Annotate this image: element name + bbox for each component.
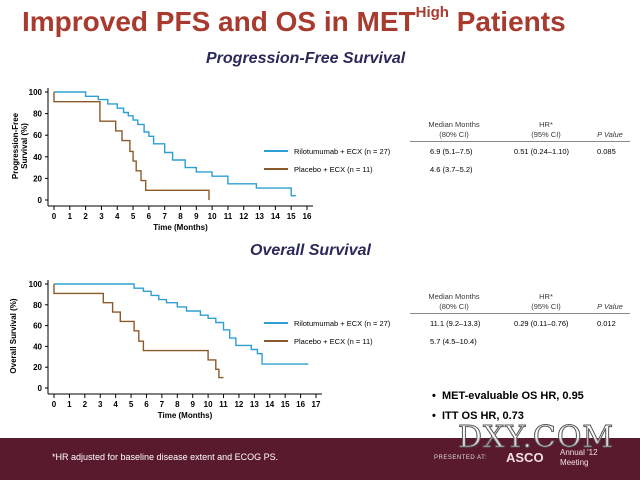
pfs-col-hr-header: HR* (95% CI) xyxy=(531,120,561,139)
pfs-x-tick-label: 11 xyxy=(224,212,233,221)
pfs-x-tick-label: 9 xyxy=(194,212,199,221)
os-rilotumumab-hr: 0.29 (0.11–0.76) xyxy=(514,319,569,328)
watermark: DXY.COM xyxy=(457,420,615,456)
pfs-placebo-median: 4.6 (3.7–5.2) xyxy=(430,165,473,174)
pfs-section-title: Progression-Free Survival xyxy=(206,50,406,67)
os-rilotumumab-median: 11.1 (9.2–13.3) xyxy=(430,319,481,328)
pfs-legend-swatches xyxy=(264,150,288,170)
meeting-logo: Annual '12 Meeting xyxy=(560,448,598,467)
os-x-tick-label: 8 xyxy=(175,400,180,409)
os-y-tick-label: 20 xyxy=(33,363,42,372)
title-superscript: High xyxy=(415,4,449,21)
pfs-x-tick-label: 5 xyxy=(131,212,136,221)
os-x-tick-label: 15 xyxy=(281,400,290,409)
pfs-x-tick-label: 10 xyxy=(208,212,217,221)
footer-bar: *HR adjusted for baseline disease extent… xyxy=(0,438,640,480)
pfs-series-placebo-line xyxy=(53,92,210,200)
os-x-tick-label: 13 xyxy=(250,400,259,409)
pfs-x-axis-label: Time (Months) xyxy=(153,223,208,232)
pfs-table: Median Months (80% CI) HR* (95% CI) P Valu… xyxy=(262,116,632,196)
os-legend-swatches xyxy=(264,322,288,342)
os-col-p-header: P Value xyxy=(597,302,623,311)
os-x-tick-label: 4 xyxy=(113,400,118,409)
os-x-tick-label: 7 xyxy=(160,400,165,409)
pfs-y-tick-label: 0 xyxy=(38,196,43,205)
pfs-y-axis-label: Progression-FreeSurvival (%) xyxy=(11,112,29,179)
pfs-y-tick-label: 60 xyxy=(33,131,42,140)
os-x-tick-label: 2 xyxy=(83,400,88,409)
pfs-rilotumumab-hr: 0.51 (0.24–1.10) xyxy=(514,147,570,156)
os-y-tick-label: 60 xyxy=(33,322,42,331)
os-x-tick-label: 11 xyxy=(219,400,228,409)
bullet-item: • MET-evaluable OS HR, 0.95 xyxy=(432,390,584,402)
os-x-axis-label: Time (Months) xyxy=(158,411,213,420)
os-x-tick-label: 3 xyxy=(98,400,103,409)
pfs-table-rule xyxy=(410,141,630,142)
os-table: Median Months (80% CI) HR* (95% CI) P Valu… xyxy=(262,288,632,368)
pfs-y-tick-label: 20 xyxy=(33,174,42,183)
os-x-tick-label: 6 xyxy=(144,400,149,409)
slide-title: Improved PFS and OS in METHigh Patients xyxy=(22,4,566,38)
pfs-legend-rilotumumab: Rilotumumab + ECX (n = 27) xyxy=(294,147,391,156)
os-y-tick-label: 100 xyxy=(29,280,43,289)
pfs-rilotumumab-p: 0.085 xyxy=(597,147,616,156)
pfs-x-tick-label: 8 xyxy=(178,212,183,221)
pfs-x-tick-label: 1 xyxy=(68,212,73,221)
pfs-x-tick-label: 16 xyxy=(303,212,312,221)
presented-at-label: PRESENTED AT: xyxy=(434,455,487,461)
pfs-x-tick-label: 6 xyxy=(147,212,152,221)
os-y-axis-label: Overall Survival (%) xyxy=(9,298,18,373)
os-col-median-header: Median Months (80% CI) xyxy=(428,292,480,311)
os-x-tick-label: 0 xyxy=(52,400,57,409)
pfs-x-tick-label: 12 xyxy=(239,212,248,221)
os-x-tick-label: 17 xyxy=(312,400,321,409)
pfs-legend-placebo: Placebo + ECX (n = 11) xyxy=(294,165,373,174)
pfs-rilotumumab-median: 6.9 (5.1–7.5) xyxy=(430,147,473,156)
bullet-list: • MET-evaluable OS HR, 0.95 • ITT OS HR,… xyxy=(432,390,584,430)
os-x-tick-label: 9 xyxy=(190,400,195,409)
os-legend-rilotumumab: Rilotumumab + ECX (n = 27) xyxy=(294,319,391,328)
title-main: Improved PFS and OS in MET xyxy=(22,6,416,37)
os-y-tick-label: 40 xyxy=(33,342,42,351)
os-x-tick-label: 1 xyxy=(67,400,72,409)
pfs-x-tick-label: 14 xyxy=(271,212,280,221)
os-series-rilotumumab-line xyxy=(54,283,309,365)
pfs-x-tick-label: 7 xyxy=(162,212,167,221)
bullet-item: • ITT OS HR, 0.73 xyxy=(432,410,524,422)
title-end: Patients xyxy=(448,6,566,37)
os-y-tick-label: 80 xyxy=(33,301,42,310)
os-x-tick-label: 14 xyxy=(265,400,274,409)
pfs-x-tick-label: 15 xyxy=(287,212,296,221)
os-section-title: Overall Survival xyxy=(250,242,371,259)
pfs-series-rilotumumab-line xyxy=(54,91,296,197)
os-placebo-median: 5.7 (4.5–10.4) xyxy=(430,337,477,346)
pfs-x-tick-label: 3 xyxy=(99,212,104,221)
pfs-y-tick-label: 80 xyxy=(33,110,42,119)
os-col-hr-header: HR* (95% CI) xyxy=(531,292,561,311)
pfs-x-tick-label: 4 xyxy=(115,212,120,221)
os-x-tick-label: 5 xyxy=(129,400,134,409)
pfs-x-tick-label: 2 xyxy=(83,212,88,221)
pfs-col-median-header: Median Months (80% CI) xyxy=(428,120,480,139)
pfs-x-tick-label: 13 xyxy=(255,212,264,221)
footnote: *HR adjusted for baseline disease extent… xyxy=(52,452,279,462)
os-table-rule xyxy=(410,313,630,314)
os-legend-placebo: Placebo + ECX (n = 11) xyxy=(294,337,373,346)
os-x-tick-label: 10 xyxy=(204,400,213,409)
pfs-col-p-header: P Value xyxy=(597,130,623,139)
os-series-placebo-line xyxy=(53,284,224,379)
pfs-x-tick-label: 0 xyxy=(52,212,57,221)
pfs-y-tick-label: 100 xyxy=(29,88,43,97)
os-y-tick-label: 0 xyxy=(38,384,43,393)
os-x-tick-label: 12 xyxy=(234,400,243,409)
os-x-tick-label: 16 xyxy=(296,400,305,409)
pfs-y-tick-label: 40 xyxy=(33,153,42,162)
asco-logo: ASCO xyxy=(506,450,544,465)
os-rilotumumab-p: 0.012 xyxy=(597,319,616,328)
